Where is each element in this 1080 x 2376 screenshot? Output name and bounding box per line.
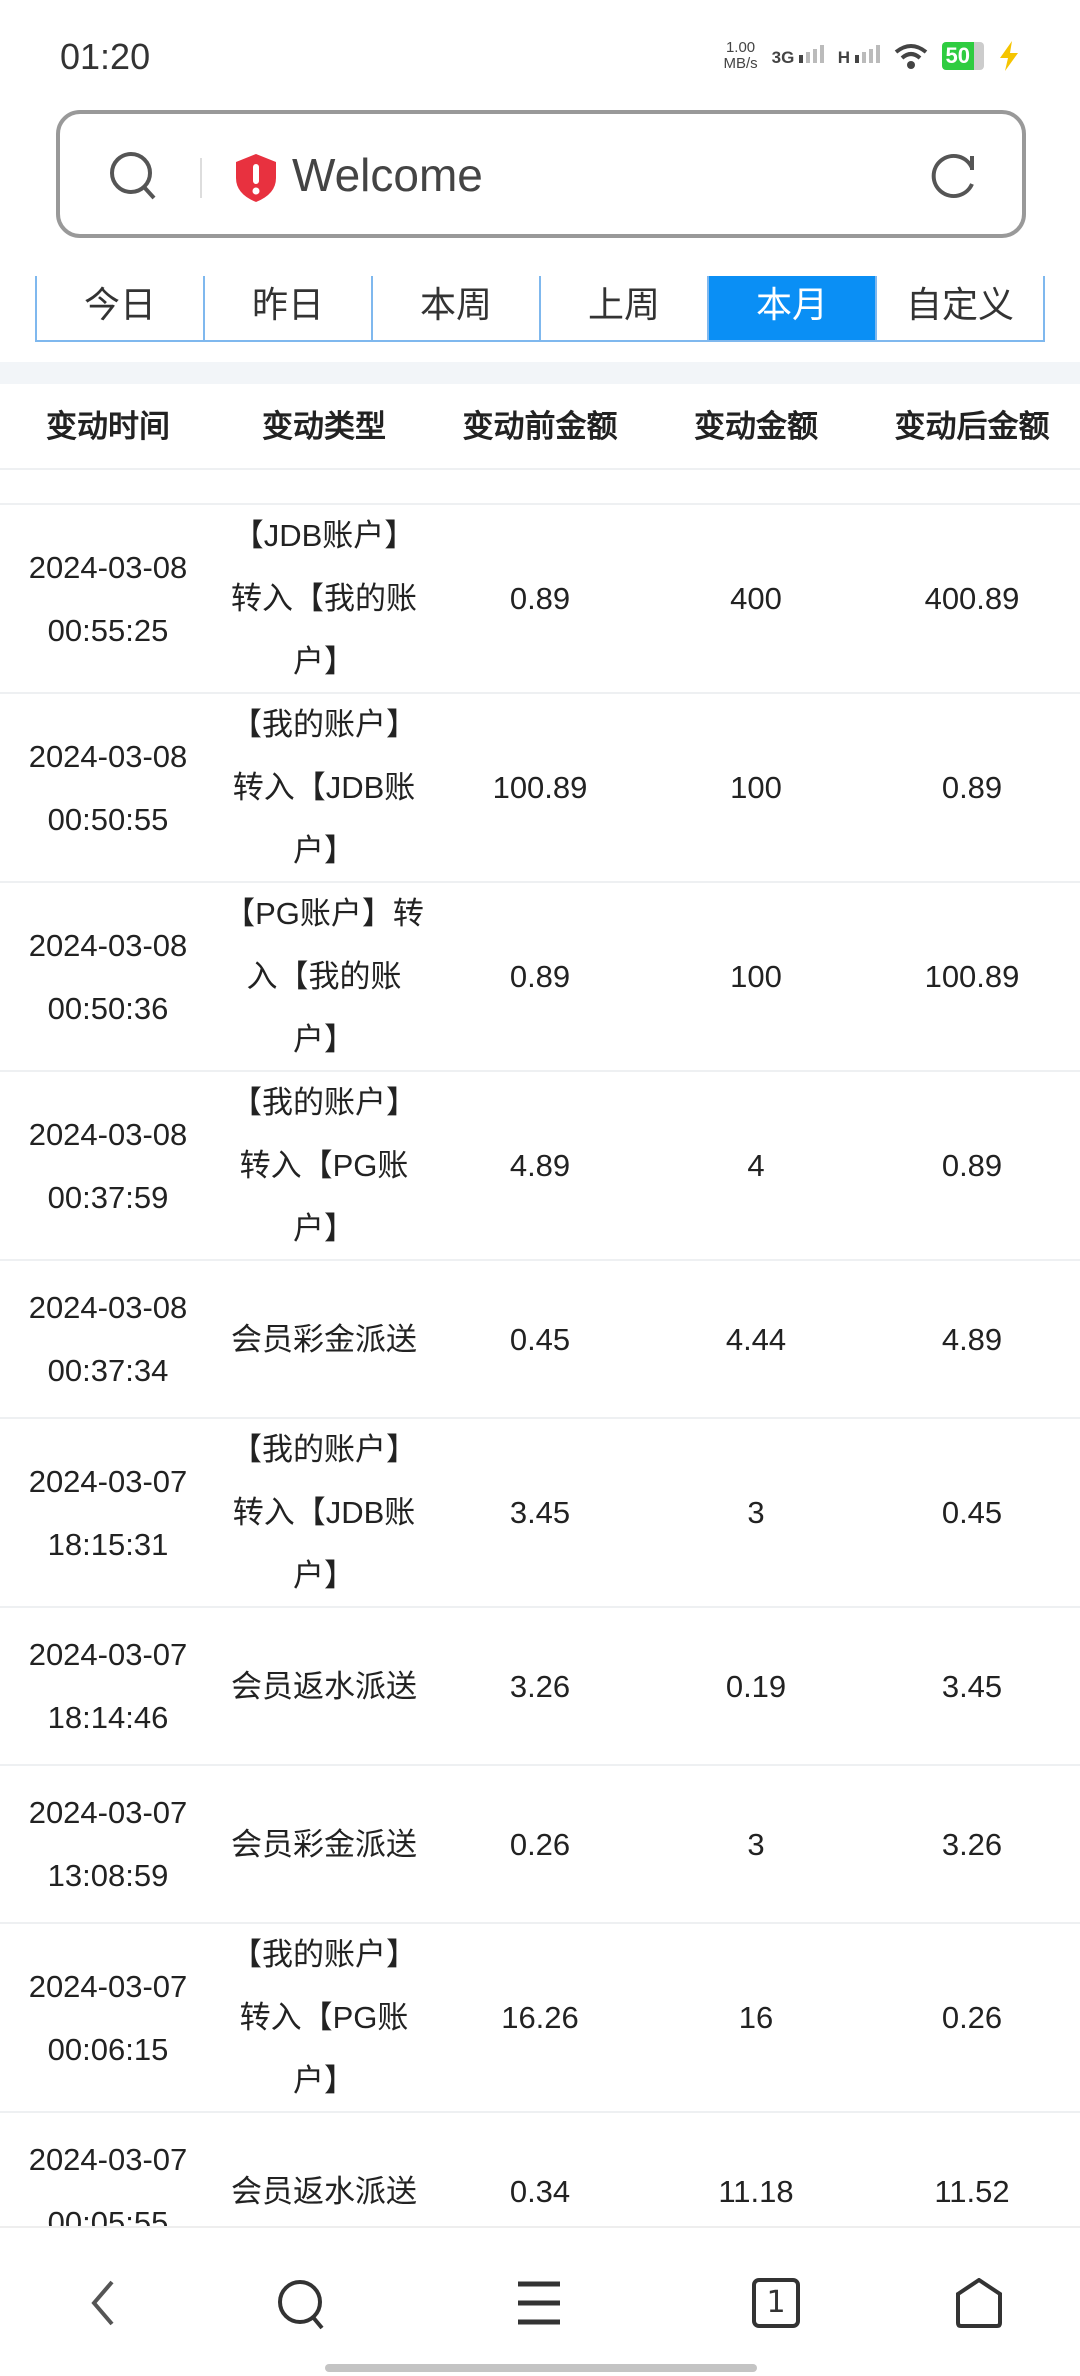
cell-after: 3.45 [941, 1668, 1003, 1704]
cell-amount: 100 [730, 959, 782, 994]
table-row: 2024-03-08 00:50:36 【PG账户】转入【我的账户】 0.89 100 1… [0, 883, 1080, 1072]
table-row: 2024-03-08 00:55:25 【JDB账户】转入【我的账户】 0.89 400… [0, 505, 1080, 694]
back-icon[interactable] [82, 2278, 122, 2328]
cell-time: 2024-03-07 13:08:59 [28, 1795, 188, 1893]
cell-amount: 3 [747, 1826, 765, 1862]
cell-type: 【JDB账户】转入【我的账户】 [231, 518, 417, 679]
cell-type: 【我的账户】转入【JDB账户】 [231, 707, 417, 868]
signal-h-icon: H [838, 44, 880, 68]
menu-icon[interactable] [516, 2278, 562, 2328]
table-row: 2024-03-08 00:37:59 【我的账户】转入【PG账户】 4.89 4 0.8… [0, 1072, 1080, 1261]
cell-before: 4.89 [509, 1148, 571, 1183]
table-row: 2024-03-07 18:15:31 【我的账户】转入【JDB账户】 3.45 3 0.… [0, 1419, 1080, 1608]
tab-yesterday[interactable]: 昨日 [205, 276, 373, 340]
search-icon[interactable] [276, 2278, 328, 2330]
cell-time: 2024-03-07 00:05:55 [28, 2142, 188, 2227]
cell-after: 0.89 [941, 1148, 1003, 1183]
cell-amount: 4 [747, 1148, 765, 1183]
cell-time: 2024-03-08 00:37:59 [28, 1116, 188, 1215]
date-range-tabs: 今日 昨日 本周 上周 本月 自定义 [35, 276, 1045, 342]
home-icon[interactable] [954, 2278, 1004, 2328]
header-before: 变动前金额 [462, 409, 618, 445]
status-bar: 01:20 1.00 MB/s 3G H 50 [0, 0, 1080, 100]
header-time: 变动时间 [46, 409, 170, 445]
cell-type: 会员返水派送 [231, 2173, 417, 2209]
tab-this-month[interactable]: 本月 [709, 276, 877, 340]
table-row: 2024-03-08 00:37:34 会员彩金派送 0.45 4.44 4.89 [0, 1261, 1080, 1419]
status-icons: 1.00 MB/s 3G H 50 [723, 40, 1020, 72]
table-spacer [0, 472, 1080, 505]
gesture-bar[interactable] [325, 2364, 757, 2372]
cell-amount: 16 [738, 2000, 774, 2035]
cell-type: 会员彩金派送 [231, 1826, 417, 1862]
cell-amount: 4.44 [725, 1321, 787, 1357]
transaction-table[interactable]: 2024-03-08 00:55:25 【JDB账户】转入【我的账户】 0.89 400… [0, 505, 1080, 2227]
signal-3g-icon: 3G [772, 44, 824, 68]
cell-time: 2024-03-07 18:15:31 [28, 1463, 188, 1562]
cell-after: 0.26 [941, 2000, 1003, 2035]
security-warning-icon[interactable] [232, 152, 280, 204]
table-row: 2024-03-07 18:14:46 会员返水派送 3.26 0.19 3.45 [0, 1608, 1080, 1766]
cell-before: 0.26 [509, 1826, 571, 1862]
cell-amount: 3 [747, 1495, 765, 1530]
cell-before: 0.89 [509, 959, 571, 994]
header-amount: 变动金额 [694, 409, 818, 445]
reload-icon[interactable] [928, 150, 980, 202]
cell-type: 【我的账户】转入【PG账户】 [231, 1937, 417, 2098]
charging-icon [1000, 41, 1018, 71]
search-icon[interactable] [108, 150, 160, 202]
cell-after: 0.45 [941, 1495, 1003, 1530]
cell-after: 100.89 [924, 959, 1020, 994]
tab-custom[interactable]: 自定义 [905, 285, 1014, 326]
cell-after: 0.89 [941, 770, 1003, 805]
header-type: 变动类型 [262, 409, 386, 445]
cell-after: 4.89 [941, 1321, 1003, 1357]
cell-type: 【我的账户】转入【JDB账户】 [231, 1432, 417, 1593]
cell-before: 3.45 [509, 1495, 571, 1530]
tab-last-week[interactable]: 上周 [541, 276, 709, 340]
cell-amount: 11.18 [718, 2173, 794, 2209]
tab-this-week[interactable]: 本周 [373, 276, 541, 340]
address-bar[interactable]: Welcome [56, 110, 1026, 238]
table-row: 2024-03-07 00:05:55 会员返水派送 0.34 11.18 11.52 [0, 2113, 1080, 2227]
battery-icon: 50 [941, 42, 984, 70]
cell-time: 2024-03-07 18:14:46 [28, 1637, 188, 1735]
section-divider [0, 362, 1080, 384]
header-after: 变动后金额 [894, 409, 1050, 445]
cell-time: 2024-03-08 00:50:36 [28, 927, 188, 1026]
network-speed: 1.00 MB/s [723, 39, 758, 72]
cell-type: 会员返水派送 [231, 1668, 417, 1704]
cell-amount: 100 [730, 770, 782, 805]
cell-after: 3.26 [941, 1826, 1003, 1862]
cell-before: 3.26 [509, 1668, 571, 1704]
cell-before: 0.89 [509, 581, 571, 616]
wifi-icon [894, 44, 927, 69]
cell-before: 16.26 [501, 2000, 579, 2035]
cell-type: 【PG账户】转入【我的账户】 [224, 896, 424, 1057]
page-title: Welcome [292, 149, 483, 201]
table-row: 2024-03-07 13:08:59 会员彩金派送 0.26 3 3.26 [0, 1766, 1080, 1924]
cell-type: 会员彩金派送 [231, 1321, 417, 1357]
table-row: 2024-03-08 00:50:55 【我的账户】转入【JDB账户】 100.89 1… [0, 694, 1080, 883]
bottom-nav: 1 [0, 2226, 1080, 2376]
cell-before: 0.45 [509, 1321, 571, 1357]
cell-before: 100.89 [492, 770, 588, 805]
tabs-button[interactable]: 1 [752, 2278, 800, 2328]
cell-time: 2024-03-07 00:06:15 [28, 1968, 188, 2067]
cell-time: 2024-03-08 00:50:55 [28, 738, 188, 837]
cell-after: 400.89 [924, 581, 1020, 616]
divider [200, 158, 202, 198]
cell-amount: 0.19 [725, 1668, 787, 1704]
cell-type: 【我的账户】转入【PG账户】 [231, 1085, 417, 1246]
cell-after: 11.52 [934, 2173, 1010, 2209]
cell-time: 2024-03-08 00:55:25 [28, 549, 188, 648]
cell-time: 2024-03-08 00:37:34 [28, 1290, 188, 1388]
tab-today[interactable]: 今日 [37, 276, 205, 340]
clock: 01:20 [60, 36, 151, 77]
table-row: 2024-03-07 00:06:15 【我的账户】转入【PG账户】 16.26 16 0… [0, 1924, 1080, 2113]
cell-amount: 400 [730, 581, 782, 616]
cell-before: 0.34 [509, 2173, 571, 2209]
table-header: 变动时间 变动类型 变动前金额 变动金额 变动后金额 [0, 384, 1080, 470]
